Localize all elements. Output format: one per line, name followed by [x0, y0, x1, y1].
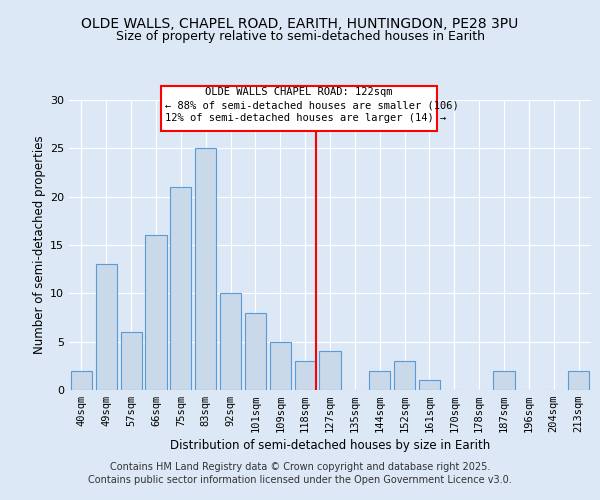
Text: OLDE WALLS, CHAPEL ROAD, EARITH, HUNTINGDON, PE28 3PU: OLDE WALLS, CHAPEL ROAD, EARITH, HUNTING…: [82, 18, 518, 32]
Bar: [96, 264, 117, 390]
Text: Size of property relative to semi-detached houses in Earith: Size of property relative to semi-detach…: [115, 30, 485, 43]
FancyBboxPatch shape: [161, 86, 437, 131]
Bar: [568, 370, 589, 390]
Text: ← 88% of semi-detached houses are smaller (106): ← 88% of semi-detached houses are smalle…: [164, 101, 458, 111]
Text: 12% of semi-detached houses are larger (14) →: 12% of semi-detached houses are larger (…: [164, 114, 446, 124]
X-axis label: Distribution of semi-detached houses by size in Earith: Distribution of semi-detached houses by …: [170, 440, 490, 452]
Text: OLDE WALLS CHAPEL ROAD: 122sqm: OLDE WALLS CHAPEL ROAD: 122sqm: [205, 88, 392, 98]
Bar: [493, 370, 515, 390]
Bar: [319, 352, 341, 390]
Bar: [419, 380, 440, 390]
Y-axis label: Number of semi-detached properties: Number of semi-detached properties: [33, 136, 46, 354]
Bar: [121, 332, 142, 390]
Bar: [170, 187, 191, 390]
Bar: [195, 148, 216, 390]
Bar: [220, 294, 241, 390]
Text: Contains HM Land Registry data © Crown copyright and database right 2025.: Contains HM Land Registry data © Crown c…: [110, 462, 490, 472]
Bar: [369, 370, 390, 390]
Bar: [245, 312, 266, 390]
Bar: [270, 342, 291, 390]
Bar: [71, 370, 92, 390]
Bar: [295, 361, 316, 390]
Text: Contains public sector information licensed under the Open Government Licence v3: Contains public sector information licen…: [88, 475, 512, 485]
Bar: [145, 236, 167, 390]
Bar: [394, 361, 415, 390]
